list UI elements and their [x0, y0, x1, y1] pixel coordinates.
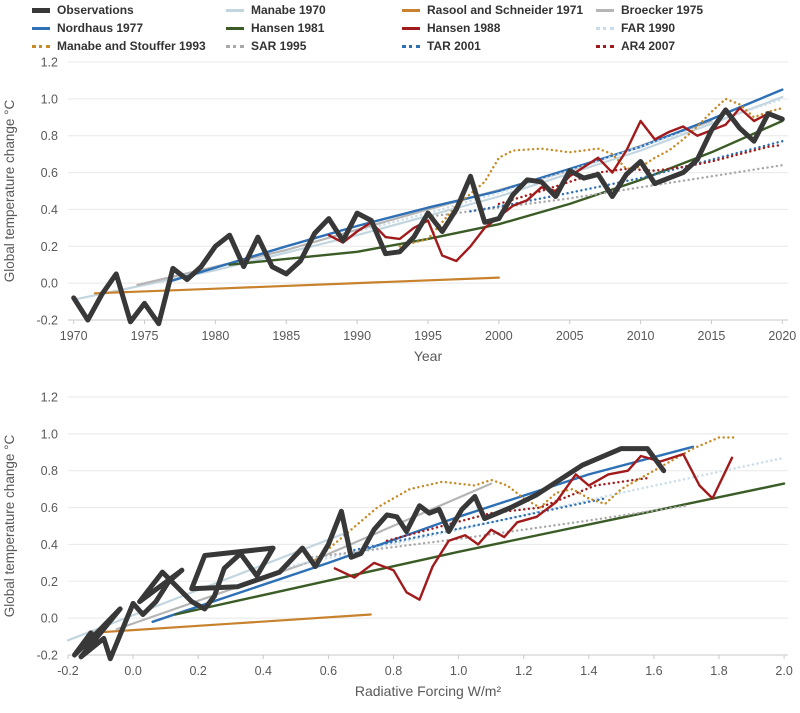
x-tick-label: 2.0 [775, 664, 792, 678]
legend-swatch-icon [402, 9, 420, 12]
legend-item-manabe-and-stouffer-1993: Manabe and Stouffer 1993 [32, 39, 222, 54]
x-tick-label: 0.0 [124, 664, 141, 678]
legend-swatch-icon [226, 45, 244, 48]
legend-swatch-icon [596, 9, 614, 12]
y-tick-label: 0.2 [41, 240, 58, 254]
legend-swatch-icon [596, 45, 614, 48]
x-tick-label: 1990 [343, 329, 371, 343]
series-sar-1995 [426, 163, 784, 219]
legend-item-observations: Observations [32, 3, 222, 18]
legend-label: Broecker 1975 [621, 3, 704, 17]
series-sar-1995 [310, 504, 688, 559]
y-tick-label: 0.4 [41, 538, 58, 552]
legend-label: SAR 1995 [251, 39, 307, 53]
legend-swatch-icon [402, 27, 420, 30]
series-rasool-schneider-1971 [93, 276, 500, 295]
y-tick-label: -0.2 [36, 649, 58, 663]
legend-item-manabe-1970: Manabe 1970 [226, 3, 398, 18]
legend-swatch-icon [32, 45, 50, 48]
x-tick-label: 1985 [272, 329, 300, 343]
legend-swatch-icon [226, 27, 244, 30]
legend-item-ar4-2007: AR4 2007 [596, 39, 792, 54]
legend-label: AR4 2007 [621, 39, 676, 53]
legend-label: Manabe 1970 [251, 3, 326, 17]
y-tick-label: 0.6 [41, 166, 58, 180]
legend-label: Observations [57, 3, 134, 17]
series-hansen-1988 [327, 106, 770, 263]
legend-label: Rasool and Schneider 1971 [427, 3, 584, 17]
y-tick-label: 0.8 [41, 464, 58, 478]
legend-item-hansen-1988: Hansen 1988 [402, 21, 592, 36]
legend-item-sar-1995: SAR 1995 [226, 39, 398, 54]
x-tick-label: 2005 [556, 329, 584, 343]
y-tick-label: 0.6 [41, 501, 58, 515]
series-manabe-1970 [72, 95, 784, 301]
x-tick-label: 1980 [201, 329, 229, 343]
temperature-vs-forcing-chart: 1.2 1.0 0.8 0.6 0.4 0.2 0.0 -0.2-0.2 0.0 0.2 0.4 0.… [2, 391, 793, 700]
x-tick-label: 1975 [131, 329, 159, 343]
series-rasool-schneider-1971 [89, 613, 372, 634]
x-tick-label: 1.8 [710, 664, 727, 678]
legend-swatch-icon [226, 9, 244, 12]
y-tick-label: 0.0 [41, 612, 58, 626]
legend-swatch-icon [32, 27, 50, 30]
legend-label: Manabe and Stouffer 1993 [57, 39, 206, 53]
x-tick-label: 2010 [627, 329, 655, 343]
x-tick-label: 0.6 [320, 664, 337, 678]
x-tick-label: 1.4 [580, 664, 597, 678]
x-tick-label: 1970 [60, 329, 88, 343]
x-tick-label: 2015 [698, 329, 726, 343]
x-tick-label: 1.0 [450, 664, 467, 678]
y-tick-label: 0.8 [41, 129, 58, 143]
y-axis-label: Global temperature change °C [2, 435, 17, 618]
x-tick-label: 1995 [414, 329, 442, 343]
legend-label: Hansen 1988 [427, 21, 501, 35]
legend-item-nordhaus-1977: Nordhaus 1977 [32, 21, 222, 36]
legend-item-tar-2001: TAR 2001 [402, 39, 592, 54]
legend-swatch-icon [596, 27, 614, 30]
series-observations [72, 446, 667, 662]
series-ar4-2007 [497, 143, 784, 206]
y-tick-label: 1.0 [41, 427, 58, 441]
series-far-1990 [288, 456, 786, 568]
x-tick-label: 2020 [768, 329, 796, 343]
series-ar4-2007 [385, 476, 649, 542]
y-tick-label: -0.2 [36, 314, 58, 328]
legend-item-rasool-and-schneider-1971: Rasool and Schneider 1971 [402, 3, 592, 18]
legend-label: FAR 1990 [621, 21, 676, 35]
series-manabe-stouffer-1993 [310, 436, 737, 565]
y-tick-label: 1.2 [41, 56, 58, 70]
x-tick-label: 0.8 [385, 664, 402, 678]
x-tick-label: -0.2 [57, 664, 79, 678]
series-hansen-1988 [333, 452, 734, 601]
chart-legend: Observations Manabe 1970 Rasool and Schnei… [32, 3, 792, 54]
legend-item-hansen-1981: Hansen 1981 [226, 21, 398, 36]
x-axis-label: Radiative Forcing W/m² [355, 683, 502, 699]
series-broecker-1975 [136, 119, 713, 287]
legend-swatch-icon [32, 8, 50, 13]
y-axis-label: Global temperature change °C [2, 100, 17, 283]
legend-item-far-1990: FAR 1990 [596, 21, 792, 36]
series-tar-2001 [353, 497, 607, 552]
y-tick-label: 1.0 [41, 92, 58, 106]
series-nordhaus-1977 [168, 88, 784, 283]
legend-item-broecker-1975: Broecker 1975 [596, 3, 792, 18]
series-observations [71, 107, 785, 327]
x-tick-label: 1.6 [645, 664, 662, 678]
legend-label: TAR 2001 [427, 39, 481, 53]
x-axis-label: Year [414, 348, 443, 364]
x-tick-label: 0.2 [190, 664, 207, 678]
legend-label: Hansen 1981 [251, 21, 325, 35]
y-tick-label: 0.4 [41, 203, 58, 217]
y-tick-label: 0.2 [41, 575, 58, 589]
legend-label: Nordhaus 1977 [57, 21, 144, 35]
legend-swatch-icon [402, 45, 420, 48]
y-tick-label: 1.2 [41, 391, 58, 405]
x-tick-label: 2000 [485, 329, 513, 343]
x-tick-label: 1.2 [515, 664, 532, 678]
y-tick-label: 0.0 [41, 277, 58, 291]
x-tick-label: 0.4 [255, 664, 272, 678]
